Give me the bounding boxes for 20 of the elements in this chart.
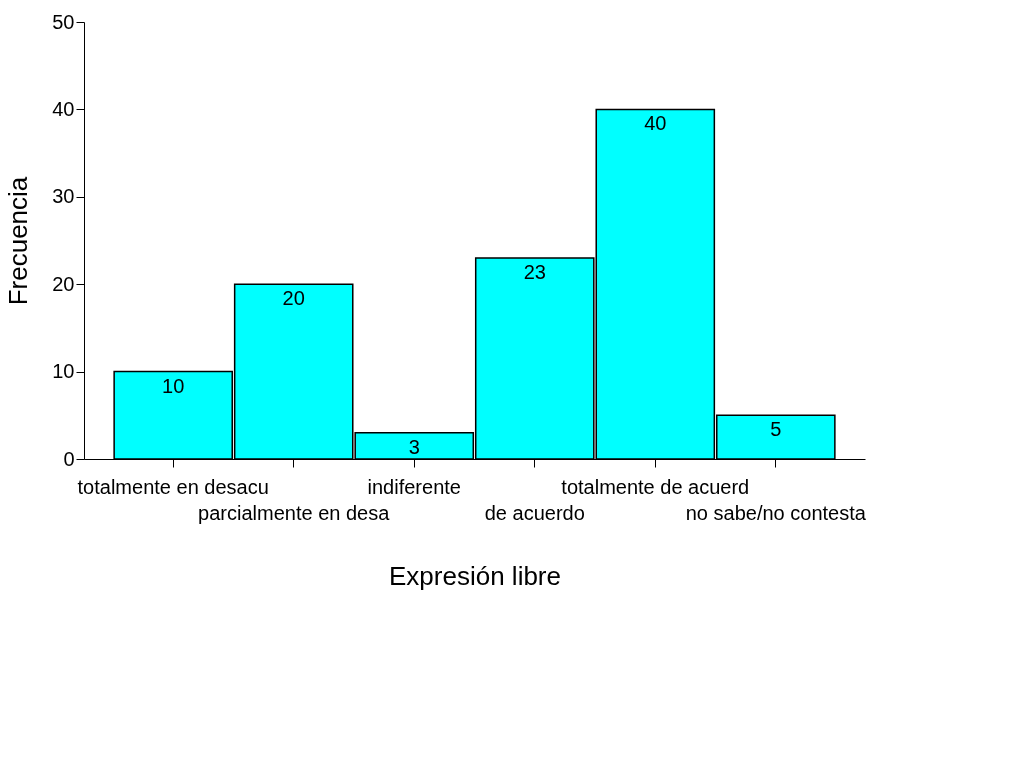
x-tick-label: totalmente de acuerd (561, 475, 750, 498)
x-tick-label: no sabe/no contesta (685, 501, 867, 524)
x-tick-label: parcialmente en desa (198, 501, 391, 524)
y-tick-label: 20 (52, 272, 75, 295)
data-label: 10 (162, 374, 185, 397)
data-label: 40 (644, 112, 667, 135)
x-tick-label: de acuerdo (484, 501, 585, 524)
y-tick-label: 40 (52, 97, 75, 120)
x-tick-label: indiferente (367, 475, 461, 498)
y-tick-label: 0 (63, 447, 75, 470)
y-axis-title: Frecuencia (3, 176, 34, 306)
x-tick-label: totalmente en desacu (77, 475, 269, 498)
data-label: 20 (282, 287, 305, 310)
data-label: 5 (770, 418, 782, 441)
y-tick-label: 10 (52, 360, 75, 383)
data-label: 3 (408, 435, 420, 458)
y-tick-label: 50 (52, 10, 75, 33)
y-tick-label: 30 (52, 185, 75, 208)
data-label: 23 (523, 260, 546, 283)
x-axis-title: Expresión libre (389, 560, 561, 591)
